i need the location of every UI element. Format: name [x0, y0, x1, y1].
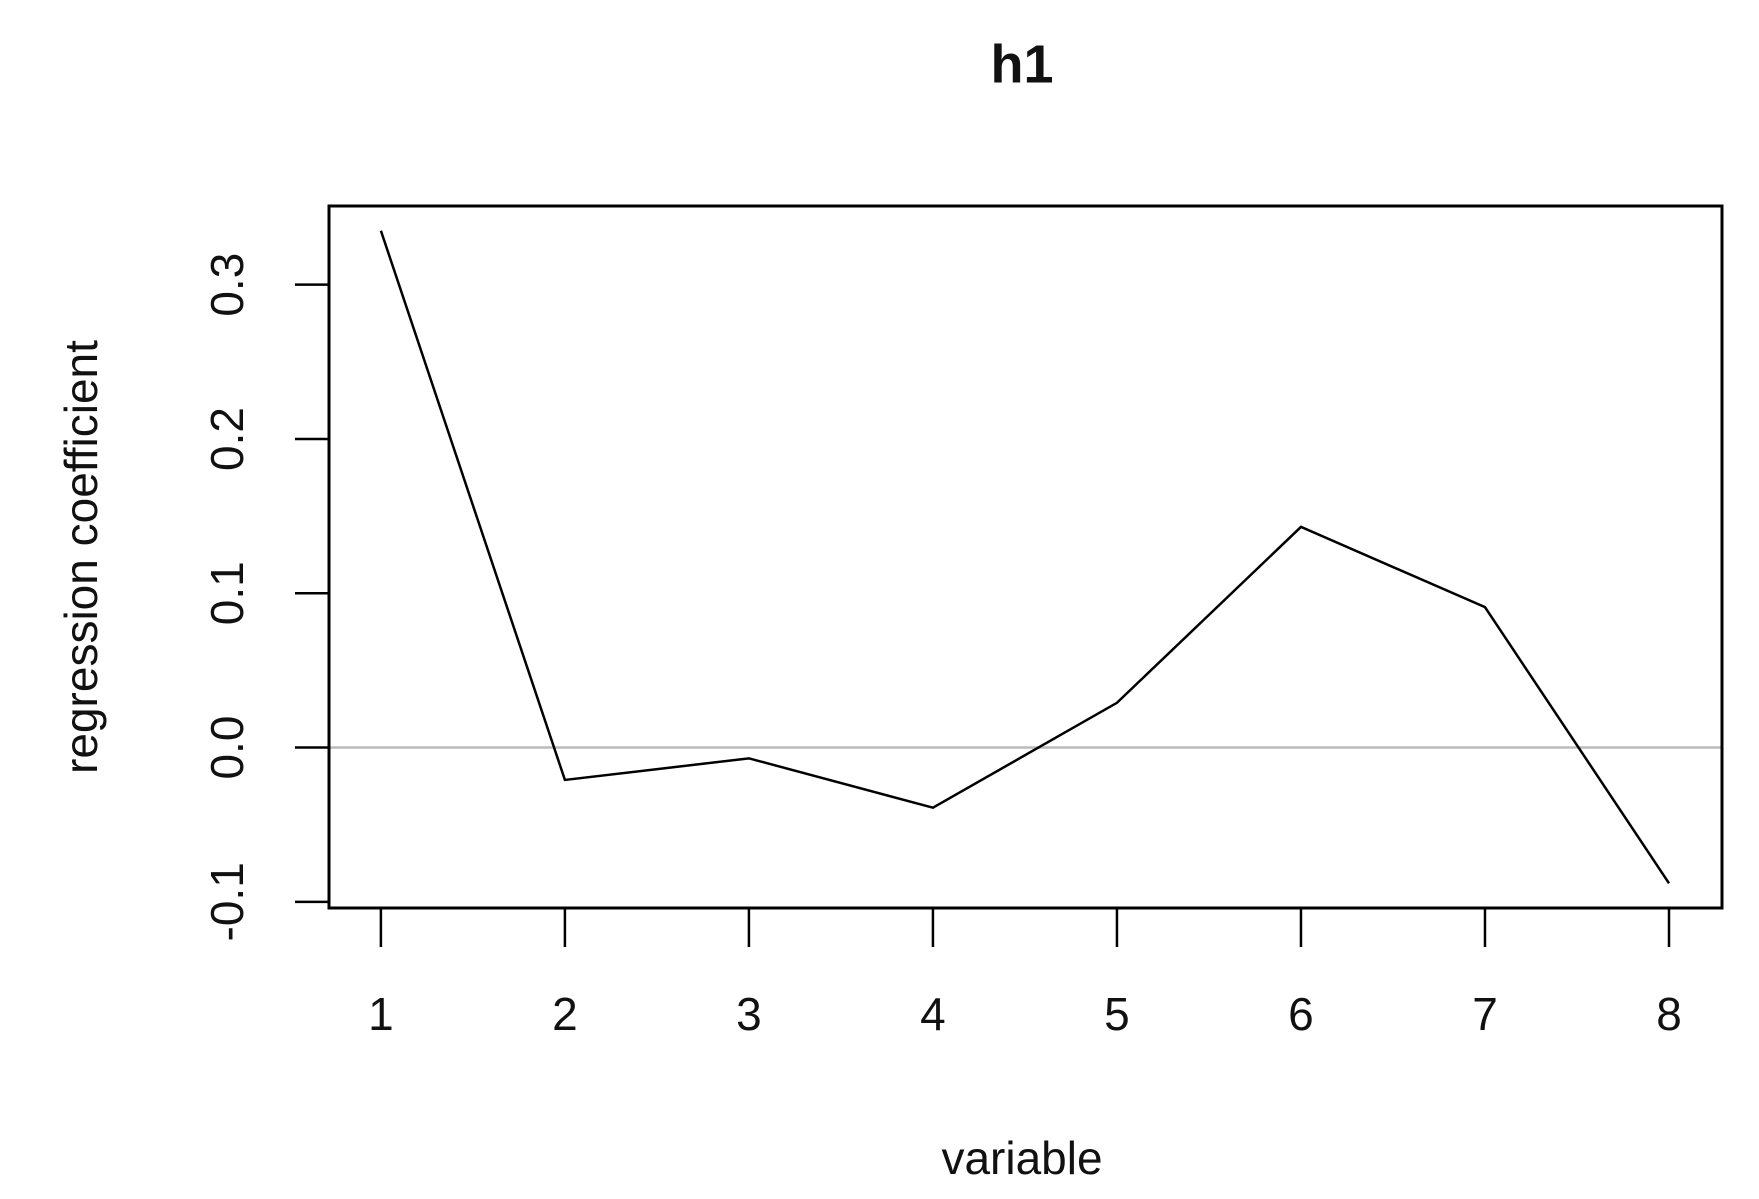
x-tick-label: 3	[736, 988, 762, 1040]
x-tick-label: 1	[368, 988, 394, 1040]
x-tick-label: 6	[1288, 988, 1314, 1040]
y-tick-label: -0.1	[201, 862, 253, 941]
y-tick-label: 0.2	[201, 407, 253, 471]
plot-frame	[327, 204, 1724, 910]
x-tick-label: 8	[1656, 988, 1682, 1040]
data-line	[379, 230, 1671, 885]
y-tick-label: 0.3	[201, 253, 253, 317]
y-tick-label: 0.0	[201, 716, 253, 780]
y-tick-label: 0.1	[201, 561, 253, 625]
x-tick-label: 4	[920, 988, 946, 1040]
x-tick-label: 2	[552, 988, 578, 1040]
x-tick-label: 5	[1104, 988, 1130, 1040]
x-axis-label: variable	[941, 1132, 1102, 1184]
chart-title: h1	[990, 34, 1053, 94]
x-tick-label: 7	[1472, 988, 1498, 1040]
y-axis-label: regression coefficient	[55, 340, 107, 774]
